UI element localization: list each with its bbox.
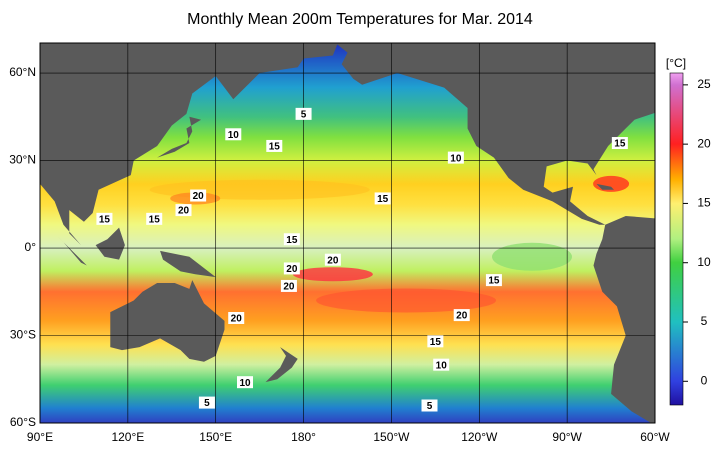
contour-label: 15 bbox=[149, 214, 161, 225]
lon-label: 60°W bbox=[640, 430, 670, 444]
land bbox=[596, 183, 614, 190]
contour-label-box bbox=[485, 274, 502, 287]
lat-label: 0° bbox=[25, 240, 37, 254]
contour-label-box bbox=[453, 309, 470, 322]
contour-label: 20 bbox=[283, 282, 295, 293]
land bbox=[40, 43, 338, 246]
lon-label: 120°E bbox=[111, 430, 144, 444]
lat-label: 30°N bbox=[9, 153, 36, 167]
contour-label: 15 bbox=[614, 139, 626, 150]
map-title: Monthly Mean 200m Temperatures for Mar. … bbox=[187, 11, 533, 28]
lon-label: 120°W bbox=[461, 430, 498, 444]
colorbar-label: 10 bbox=[697, 255, 711, 269]
contour-label: 10 bbox=[436, 360, 448, 371]
map-area bbox=[40, 43, 655, 423]
colorbar-label: 25 bbox=[697, 77, 711, 91]
lat-label: 60°N bbox=[9, 65, 36, 79]
land bbox=[110, 280, 225, 362]
contour-label-box bbox=[447, 151, 464, 164]
land bbox=[160, 250, 216, 278]
contour-label-box bbox=[266, 139, 283, 152]
land bbox=[95, 227, 125, 260]
lon-label: 180° bbox=[291, 430, 316, 444]
contour-label-box bbox=[190, 189, 207, 202]
contour-label: 15 bbox=[377, 194, 389, 205]
contour-label: 20 bbox=[178, 206, 190, 217]
contour-label-box bbox=[374, 192, 391, 205]
contour-label-box bbox=[295, 107, 312, 120]
colorbar bbox=[669, 72, 684, 406]
contour-label-box bbox=[283, 262, 300, 275]
lon-label: 90°W bbox=[552, 430, 582, 444]
contour-label-box bbox=[146, 212, 163, 225]
contour-label: 15 bbox=[269, 142, 281, 153]
land bbox=[335, 43, 655, 225]
contour-label: 10 bbox=[239, 378, 251, 389]
contour-label-box bbox=[421, 399, 438, 412]
contour-label-box bbox=[237, 376, 253, 389]
contour-label: 15 bbox=[99, 214, 111, 225]
colorbar-label: 5 bbox=[701, 314, 708, 328]
contour-label-box bbox=[433, 358, 450, 371]
colorbar-label: 0 bbox=[701, 373, 708, 387]
contour-label-box bbox=[280, 279, 297, 292]
map-frame bbox=[39, 42, 656, 424]
contour-label: 10 bbox=[228, 130, 240, 141]
contour-label: 15 bbox=[488, 276, 500, 287]
land bbox=[265, 347, 298, 383]
contour-label-box bbox=[324, 253, 341, 266]
contour-label: 20 bbox=[327, 255, 339, 266]
contour-label: 5 bbox=[427, 401, 433, 412]
contour-label: 20 bbox=[231, 314, 243, 325]
colorbar-label: 15 bbox=[697, 196, 711, 210]
contour-label: 20 bbox=[286, 264, 298, 275]
contour-label: 15 bbox=[430, 337, 442, 348]
temperature-patch bbox=[316, 288, 497, 313]
contour-label-box bbox=[198, 396, 215, 409]
lat-label: 60°S bbox=[10, 415, 36, 429]
contour-label-box bbox=[228, 312, 245, 325]
contour-label-box bbox=[225, 128, 242, 141]
lon-label: 150°W bbox=[373, 430, 410, 444]
land bbox=[54, 233, 87, 266]
contour-label-box bbox=[427, 335, 444, 348]
land bbox=[157, 116, 202, 158]
lon-label: 150°E bbox=[199, 430, 232, 444]
contour-label: 5 bbox=[204, 398, 210, 409]
contour-label: 5 bbox=[301, 110, 307, 121]
colorbar-unit: [°C] bbox=[666, 56, 686, 70]
contour-label: 15 bbox=[286, 235, 298, 246]
land bbox=[593, 215, 655, 423]
contour-label-box bbox=[283, 233, 300, 246]
temperature-patch bbox=[492, 242, 572, 271]
contour-label-box bbox=[96, 212, 113, 225]
contour-label-box bbox=[175, 204, 192, 217]
lat-label: 30°S bbox=[10, 328, 36, 342]
contour-label: 10 bbox=[450, 153, 462, 164]
colorbar-label: 20 bbox=[697, 136, 711, 150]
contour-label-box bbox=[611, 137, 628, 150]
contour-label: 20 bbox=[456, 311, 468, 322]
temperature-patch bbox=[292, 267, 373, 282]
contour-label: 20 bbox=[193, 191, 205, 202]
lon-label: 90°E bbox=[27, 430, 53, 444]
